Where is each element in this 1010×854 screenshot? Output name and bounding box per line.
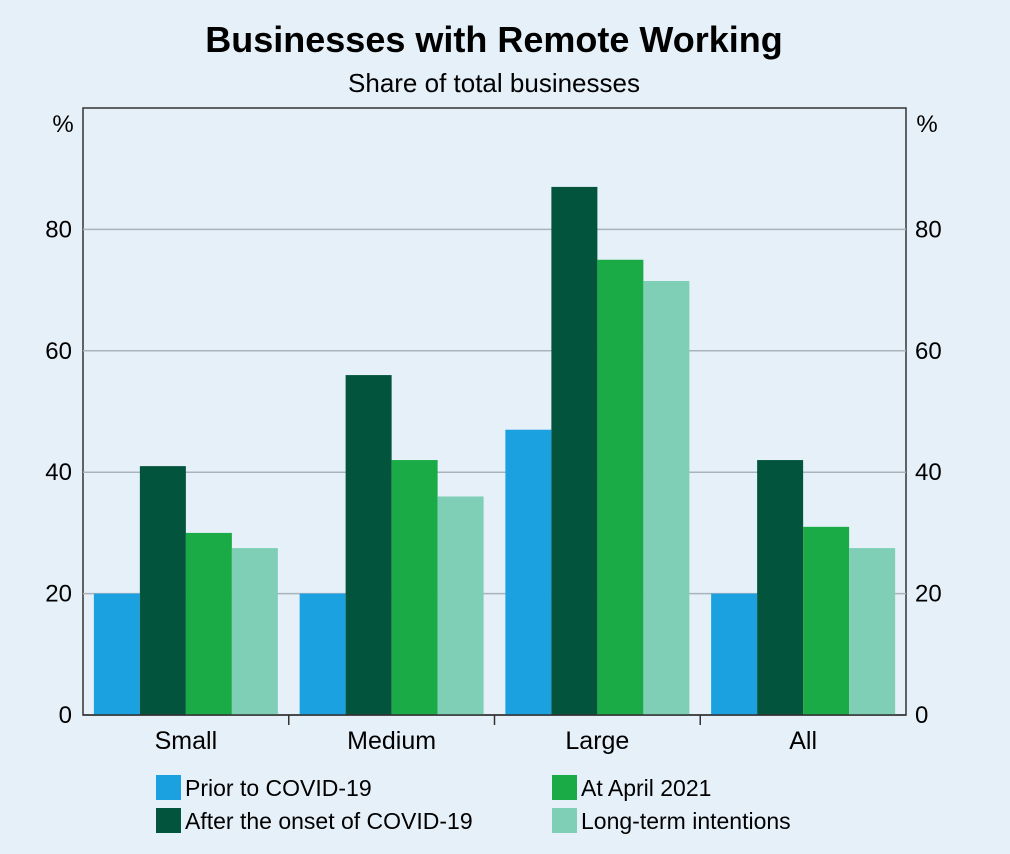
- bar: [757, 460, 804, 715]
- legend-label: Prior to COVID-19: [185, 775, 372, 801]
- legend-swatch: [156, 808, 181, 833]
- bar: [437, 496, 484, 715]
- bar: [803, 526, 850, 715]
- x-tick-label: Large: [565, 727, 629, 755]
- x-tick-label: Small: [155, 727, 218, 755]
- bar: [505, 429, 552, 715]
- y-tick-label-right: 0: [915, 702, 928, 729]
- bar: [597, 259, 644, 715]
- axes: 0 0 20 20 40 40 60 60 80 80 Small Medium Large All: [45, 216, 941, 755]
- y-axis-right-unit: %: [916, 111, 937, 138]
- bar: [711, 593, 758, 715]
- bar: [345, 375, 392, 715]
- legend: Prior to COVID-19 After the onset of COVI…: [156, 775, 791, 834]
- bar: [231, 548, 278, 715]
- y-axis-left-unit: %: [52, 111, 73, 138]
- bar: [299, 593, 346, 715]
- y-tick-label-left: 0: [59, 702, 72, 729]
- bar: [849, 548, 896, 715]
- x-tick-label: Medium: [347, 727, 436, 755]
- y-tick-label-left: 20: [45, 581, 72, 608]
- legend-label: After the onset of COVID-19: [185, 808, 473, 834]
- bar: [139, 466, 186, 715]
- legend-label: Long-term intentions: [581, 808, 791, 834]
- bar: [551, 186, 598, 715]
- bar: [643, 280, 690, 715]
- bars: [93, 186, 896, 715]
- y-tick-label-left: 60: [45, 338, 72, 365]
- legend-swatch: [552, 775, 577, 800]
- y-tick-label-left: 40: [45, 459, 72, 486]
- x-tick-label: All: [789, 727, 817, 755]
- legend-label: At April 2021: [581, 775, 711, 801]
- bar: [391, 460, 438, 715]
- chart-subtitle: Share of total businesses: [348, 68, 640, 98]
- chart-title: Businesses with Remote Working: [205, 19, 782, 60]
- y-tick-label-left: 80: [45, 216, 72, 243]
- y-tick-label-right: 40: [915, 459, 942, 486]
- bar: [93, 593, 140, 715]
- y-tick-label-right: 20: [915, 581, 942, 608]
- y-tick-label-right: 60: [915, 338, 942, 365]
- y-tick-label-right: 80: [915, 216, 942, 243]
- bar: [185, 532, 232, 715]
- legend-swatch: [156, 775, 181, 800]
- legend-swatch: [552, 808, 577, 833]
